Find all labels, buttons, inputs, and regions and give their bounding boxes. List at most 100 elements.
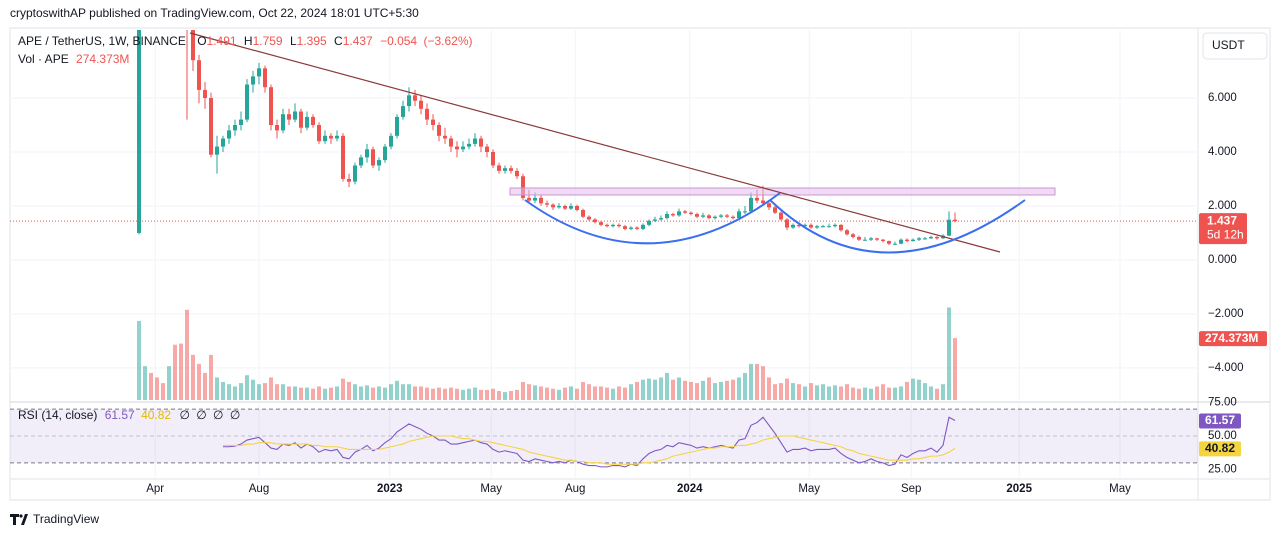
candle-body (263, 68, 267, 88)
volume-bar (155, 377, 159, 400)
labels: Apr Aug 2023 May Aug 2024 May Sep 2025 May 6.000 4.… (146, 92, 1267, 495)
candle-body (665, 214, 669, 219)
x-tick-label: 2025 (1006, 483, 1032, 495)
brand: TradingView (33, 512, 99, 526)
volume-bar (167, 366, 171, 400)
candle-body (197, 60, 201, 90)
candle-body (821, 226, 825, 228)
volume-bar (401, 384, 405, 400)
volume-bar (827, 386, 831, 400)
x-tick-label: Aug (565, 483, 585, 495)
volume-bar (197, 363, 201, 400)
candle-body (779, 212, 783, 220)
volume-bar (821, 384, 825, 400)
candle-body (191, 30, 195, 61)
volume-bar (947, 307, 951, 400)
volume-bar (857, 388, 861, 400)
rsi-label-box (1199, 441, 1241, 457)
candle-body (443, 135, 447, 139)
volume-bar (443, 388, 447, 400)
candle-body (353, 165, 357, 182)
candle-body (581, 210, 585, 217)
volume-bar (917, 379, 921, 400)
candle-body (875, 238, 879, 240)
candle-body (695, 214, 699, 217)
candle-body (725, 215, 729, 217)
candle-body (365, 149, 369, 158)
volume-bar (875, 386, 879, 400)
volume-bar (755, 363, 759, 400)
volume-legend: Vol · APE 274.373M (18, 52, 129, 66)
volume-bar (839, 386, 843, 400)
volume-bar (191, 354, 195, 400)
candle-body (719, 215, 723, 217)
resistance-zone (509, 187, 1056, 196)
volume-bar (479, 389, 483, 400)
volume-bar (449, 387, 453, 400)
volume-bar (647, 378, 651, 400)
symbol-legend: APE / TetherUS, 1W, BINANCE O1.491 H1.75… (18, 34, 472, 48)
volume-bar (743, 372, 747, 400)
volume-bar (905, 381, 909, 400)
candle-body (605, 224, 609, 227)
candle-body (347, 178, 351, 182)
rsi-tick-label: 25.00 (1208, 464, 1237, 476)
symbol: APE / TetherUS, 1W, BINANCE (18, 34, 186, 48)
candle-body (521, 176, 525, 198)
volume-bar (503, 392, 507, 400)
volume-bar (587, 384, 591, 400)
volume-bar (467, 388, 471, 400)
volume-bar (533, 385, 537, 400)
volume-bar (791, 383, 795, 400)
volume-bar (431, 388, 435, 400)
placeholder: ∅ (230, 408, 240, 422)
candle-body (233, 124, 237, 131)
candle-body (863, 239, 867, 241)
volume-bar (689, 381, 693, 400)
volume-bar (437, 387, 441, 400)
candle-body (215, 146, 219, 155)
candle-body (731, 216, 735, 219)
candle-body (275, 124, 279, 131)
candle-body (893, 243, 897, 245)
candle-body (227, 130, 231, 139)
volume-bar (683, 380, 687, 400)
volume-bar (617, 386, 621, 400)
volume-bar (203, 372, 207, 400)
volume-bar (605, 387, 609, 400)
x-tick-label: May (1109, 483, 1131, 495)
volume-label-box (1199, 331, 1267, 347)
currency-button[interactable] (1202, 32, 1268, 60)
candle-body (317, 124, 321, 142)
currency[interactable]: USDT (1212, 38, 1245, 52)
candle-body (479, 138, 483, 147)
x-tick-label: Apr (146, 483, 164, 495)
ohlc-label: L (290, 34, 297, 48)
volume-bar (923, 383, 927, 400)
volume-bar (461, 389, 465, 400)
candle-body (449, 138, 453, 147)
candle-body (305, 116, 309, 128)
y-tick-label: −4.000 (1208, 362, 1244, 374)
drawings (189, 32, 1056, 254)
candle-body (671, 214, 675, 216)
volume-bar (599, 386, 603, 400)
candle-body (341, 135, 345, 179)
volume-bar (809, 383, 813, 400)
x-tick-label: 2023 (377, 483, 403, 495)
volume-bar (395, 380, 399, 400)
candle-body (371, 149, 375, 166)
volume-bar (749, 363, 753, 400)
rsi-tick-label: 50.00 (1208, 430, 1237, 442)
y-tick-label: 0.000 (1208, 254, 1237, 266)
volume-bar (773, 384, 777, 400)
volume-bar (563, 387, 567, 400)
volume-bar (221, 381, 225, 400)
chart-frame (9, 27, 1271, 501)
candle-body (623, 226, 627, 229)
x-tick-label: 2024 (677, 483, 703, 495)
candle-layer (10, 30, 1198, 246)
candle-body (641, 224, 645, 229)
candle-body (905, 239, 909, 242)
volume-bar (797, 384, 801, 400)
